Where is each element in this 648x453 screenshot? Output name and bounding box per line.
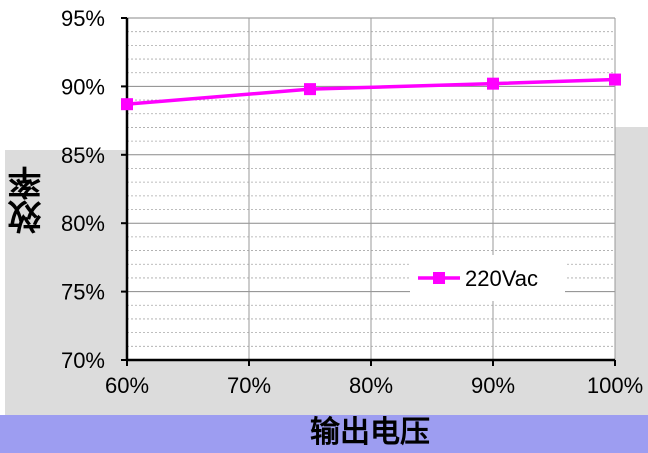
gray-background-left <box>5 150 127 415</box>
x-tick-label: 90% <box>471 373 515 398</box>
legend-marker <box>433 272 445 284</box>
y-tick-label: 90% <box>61 74 105 99</box>
y-tick-label: 75% <box>61 280 105 305</box>
data-point <box>121 98 133 111</box>
y-tick-label: 70% <box>61 348 105 373</box>
data-point <box>609 73 621 86</box>
y-axis-label: 效率 <box>8 166 48 234</box>
data-point <box>304 83 316 96</box>
x-tick-label: 80% <box>349 373 393 398</box>
x-tick-label: 70% <box>227 373 271 398</box>
y-tick-label: 95% <box>61 6 105 31</box>
x-tick-label: 100% <box>587 373 643 398</box>
x-axis-label: 输出电压 <box>310 415 430 450</box>
blue-footer-band <box>0 415 648 453</box>
data-point <box>487 77 499 90</box>
x-tick-label: 60% <box>105 373 149 398</box>
series-line <box>126 77 616 106</box>
y-tick-label: 80% <box>61 211 105 236</box>
y-tick-label: 85% <box>61 143 105 168</box>
legend-label: 220Vac <box>465 266 538 291</box>
